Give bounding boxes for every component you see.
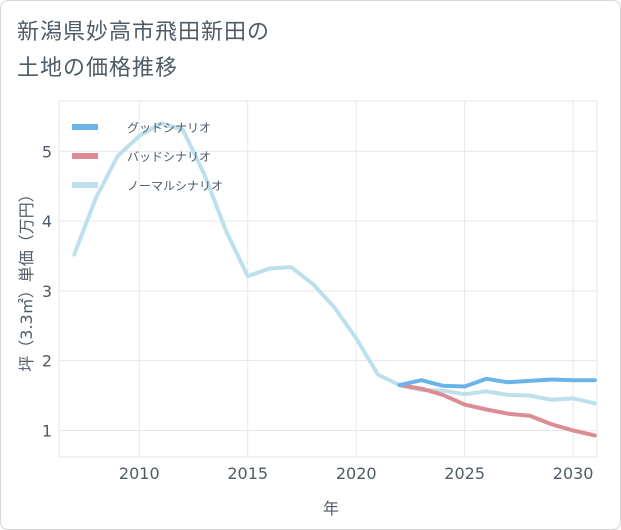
x-tick-label-2015: 2015 bbox=[227, 464, 268, 483]
chart-title-line-2: 土地の価格推移 bbox=[17, 56, 179, 81]
x-tick-label-2010: 2010 bbox=[119, 464, 160, 483]
y-tick-label-5: 5 bbox=[42, 142, 52, 161]
x-tick-label-2030: 2030 bbox=[553, 464, 594, 483]
chart-title: 新潟県妙高市飛田新田の 土地の価格推移 bbox=[17, 15, 337, 87]
y-tick-label-3: 3 bbox=[42, 282, 52, 301]
x-tick-label-2025: 2025 bbox=[444, 464, 485, 483]
x-axis-label: 年 bbox=[323, 499, 339, 518]
axis-ticks: 2010 2015 2020 2025 2030 1 2 3 4 5 bbox=[42, 142, 594, 483]
series-lines bbox=[72, 121, 597, 438]
y-tick-label-2: 2 bbox=[42, 352, 52, 371]
series-line-2 bbox=[72, 121, 597, 406]
legend-label-1: バッドシナリオ bbox=[127, 150, 211, 164]
series-line-0 bbox=[397, 376, 597, 389]
y-axis-label: 坪（3.3㎡）単価（万円） bbox=[17, 186, 36, 371]
grid-lines bbox=[59, 101, 597, 457]
series-line-1 bbox=[397, 383, 597, 438]
y-tick-label-1: 1 bbox=[42, 421, 52, 440]
x-tick-label-2020: 2020 bbox=[336, 464, 377, 483]
plot-area bbox=[58, 100, 598, 458]
y-tick-label-4: 4 bbox=[42, 212, 52, 231]
legend-label-0: グッドシナリオ bbox=[127, 121, 211, 135]
legend-label-2: ノーマルシナリオ bbox=[127, 179, 223, 193]
chart-title-line-1: 新潟県妙高市飛田新田の bbox=[17, 20, 271, 45]
